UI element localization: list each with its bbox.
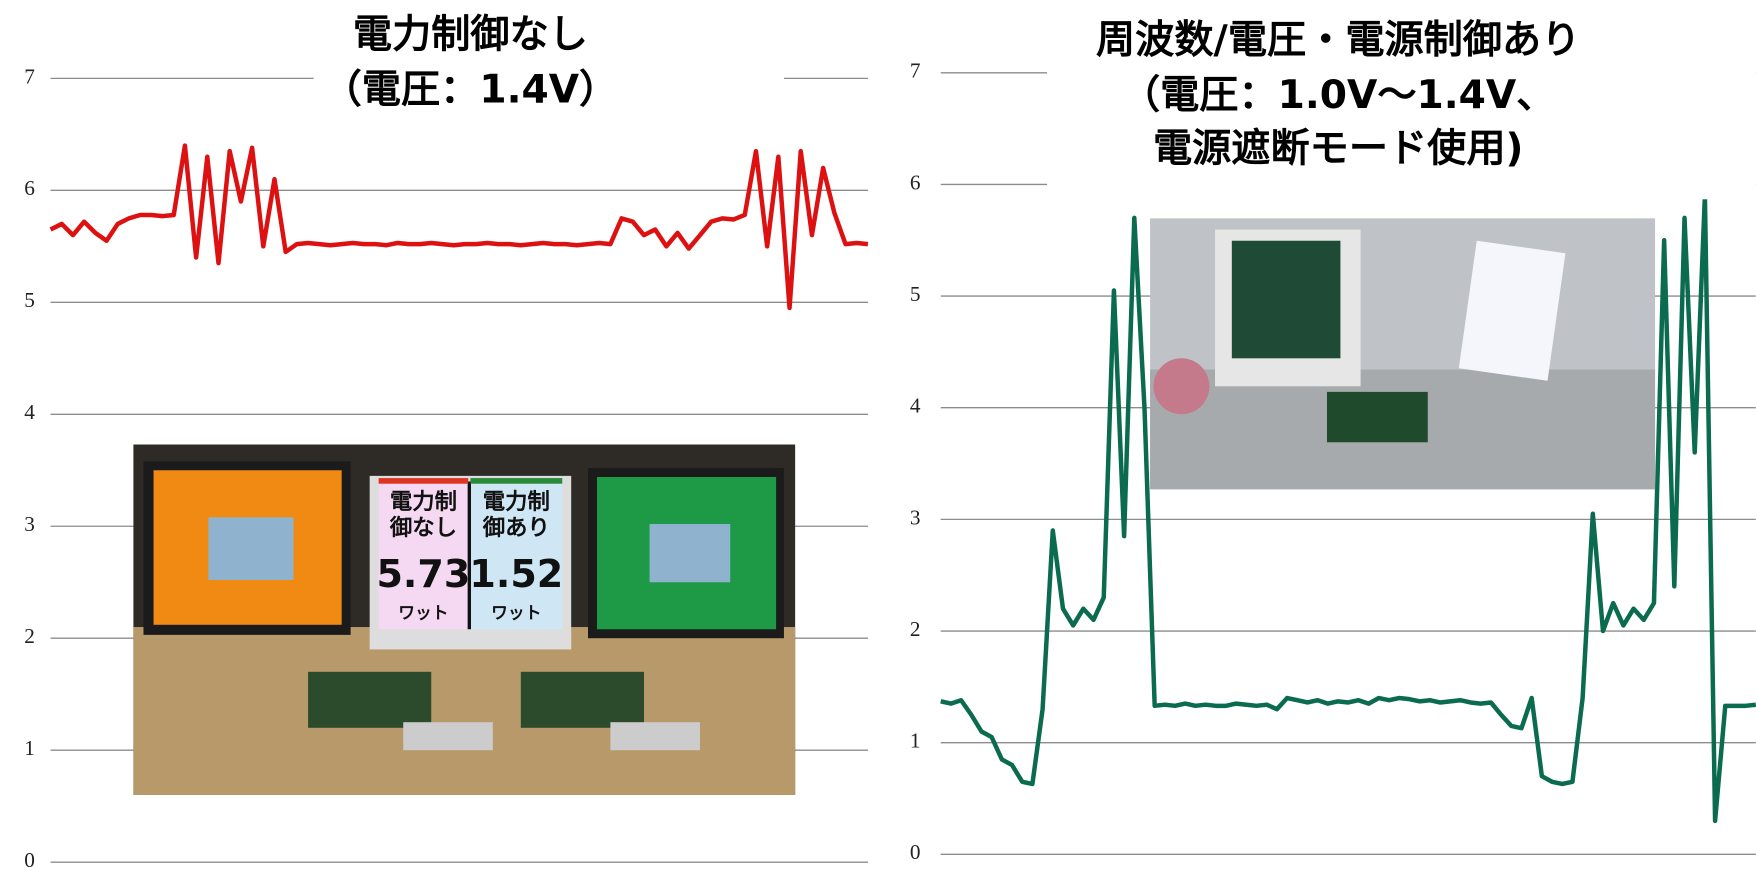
photo-text: ワット bbox=[398, 603, 448, 623]
y-tick-label: 6 bbox=[910, 170, 921, 194]
photo-text: ワット bbox=[491, 603, 541, 623]
y-tick-label: 5 bbox=[910, 282, 921, 306]
photo-text: 電力制 bbox=[483, 489, 550, 515]
chart-title: 周波数/電圧・電源制御あり bbox=[1096, 18, 1580, 63]
y-tick-label: 1 bbox=[24, 736, 35, 760]
y-tick-label: 6 bbox=[24, 176, 35, 200]
y-tick-label: 4 bbox=[910, 394, 921, 418]
title-layer: 電力制御なし （電圧：1.4V） 周波数/電圧・電源制御あり （電圧：1.0V～1.4… bbox=[313, 0, 1756, 200]
y-tick-label: 0 bbox=[910, 840, 921, 864]
y-tick-label: 7 bbox=[24, 64, 35, 88]
photo-text: 電力制 bbox=[390, 489, 457, 515]
y-tick-label: 7 bbox=[910, 59, 921, 83]
y-tick-label: 3 bbox=[910, 505, 921, 529]
y-tick-label: 2 bbox=[24, 624, 35, 648]
y-tick-label: 4 bbox=[24, 400, 35, 424]
photo-text: 御あり bbox=[482, 514, 550, 541]
y-tick-label: 0 bbox=[24, 848, 35, 870]
photo-text: 5.73 bbox=[376, 552, 470, 596]
data-line bbox=[940, 193, 1756, 824]
y-tick-label: 5 bbox=[24, 288, 35, 312]
y-tick-label: 2 bbox=[910, 617, 921, 641]
y-tick-label: 1 bbox=[910, 729, 921, 753]
chart-title: 電源遮断モード使用) bbox=[1153, 127, 1523, 172]
photo-text: 1.52 bbox=[469, 552, 563, 596]
y-tick-label: 3 bbox=[24, 512, 35, 536]
line-layer bbox=[49, 143, 1756, 824]
chart-title: （電圧：1.4V） bbox=[323, 67, 619, 112]
photo bbox=[1150, 218, 1656, 490]
chart-title: 電力制御なし bbox=[353, 12, 588, 57]
photo-text: 御なし bbox=[389, 514, 457, 541]
chart-title: （電圧：1.0V～1.4V、 bbox=[1121, 73, 1555, 118]
data-line bbox=[49, 143, 869, 311]
